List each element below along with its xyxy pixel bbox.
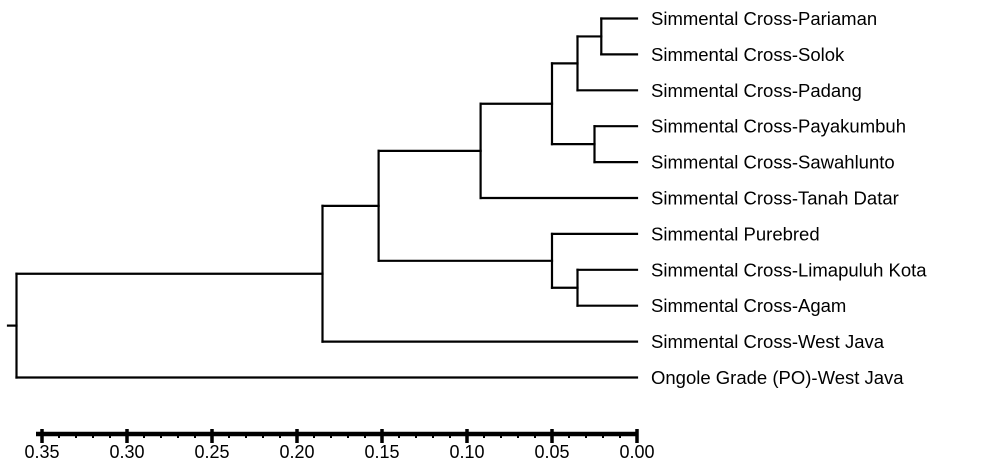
- axis-tick-label: 0.25: [194, 442, 229, 462]
- axis-tick-label: 0.05: [534, 442, 569, 462]
- leaf-labels: Simmental Cross-Pariaman Simmental Cross-…: [651, 8, 927, 388]
- axis-tick-label: 0.10: [449, 442, 484, 462]
- axis-tick-label: 0.20: [279, 442, 314, 462]
- leaf-label: Simmental Cross-Agam: [651, 295, 846, 316]
- distance-axis: 0.35 0.30 0.25 0.20 0.15 0.10 0.05 0.00: [24, 429, 655, 462]
- leaf-label: Simmental Cross-Limapuluh Kota: [651, 259, 927, 280]
- axis-tick-label: 0.00: [619, 442, 654, 462]
- leaf-label: Simmental Purebred: [651, 223, 820, 244]
- leaf-label: Simmental Cross-Sawahlunto: [651, 152, 895, 173]
- leaf-label: Simmental Cross-Padang: [651, 80, 862, 101]
- leaf-label: Simmental Cross-Payakumbuh: [651, 116, 906, 137]
- leaf-label: Ongole Grade (PO)-West Java: [651, 367, 904, 388]
- axis-tick-label: 0.35: [24, 442, 59, 462]
- leaf-label: Simmental Cross-Tanah Datar: [651, 188, 899, 209]
- leaf-label: Simmental Cross-West Java: [651, 331, 885, 352]
- axis-tick-label: 0.30: [109, 442, 144, 462]
- leaf-label: Simmental Cross-Pariaman: [651, 8, 877, 29]
- axis-tick-label: 0.15: [364, 442, 399, 462]
- branch-lines: [6, 17, 639, 379]
- leaf-label: Simmental Cross-Solok: [651, 44, 845, 65]
